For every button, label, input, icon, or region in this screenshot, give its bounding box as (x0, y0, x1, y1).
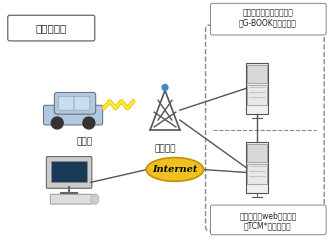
FancyBboxPatch shape (247, 144, 267, 162)
Text: Internet: Internet (152, 165, 198, 174)
FancyBboxPatch shape (50, 194, 92, 204)
FancyBboxPatch shape (247, 65, 267, 83)
FancyBboxPatch shape (51, 161, 87, 182)
FancyBboxPatch shape (46, 157, 92, 188)
Text: （TCM*サポート）: （TCM*サポート） (244, 221, 292, 230)
FancyBboxPatch shape (247, 85, 267, 105)
FancyBboxPatch shape (246, 142, 268, 193)
Ellipse shape (146, 158, 204, 181)
FancyBboxPatch shape (211, 3, 326, 35)
FancyBboxPatch shape (246, 63, 268, 114)
Text: お客様向けwebシステム: お客様向けwebシステム (239, 211, 297, 221)
FancyBboxPatch shape (211, 205, 326, 235)
FancyBboxPatch shape (247, 164, 267, 184)
Circle shape (162, 84, 168, 90)
FancyBboxPatch shape (74, 96, 90, 110)
Text: 携帯通信: 携帯通信 (154, 145, 176, 154)
Circle shape (91, 195, 99, 203)
Text: リース車両: リース車両 (36, 23, 67, 33)
FancyBboxPatch shape (54, 92, 96, 114)
Ellipse shape (91, 194, 99, 204)
FancyBboxPatch shape (43, 105, 103, 125)
FancyBboxPatch shape (58, 96, 74, 110)
FancyBboxPatch shape (8, 15, 95, 41)
Text: 車載機: 車載機 (77, 137, 93, 146)
Text: （G-BOOKセンター）: （G-BOOKセンター） (239, 19, 297, 28)
Circle shape (51, 117, 63, 129)
Text: テレマティクスセンター: テレマティクスセンター (243, 9, 293, 18)
Circle shape (83, 117, 95, 129)
